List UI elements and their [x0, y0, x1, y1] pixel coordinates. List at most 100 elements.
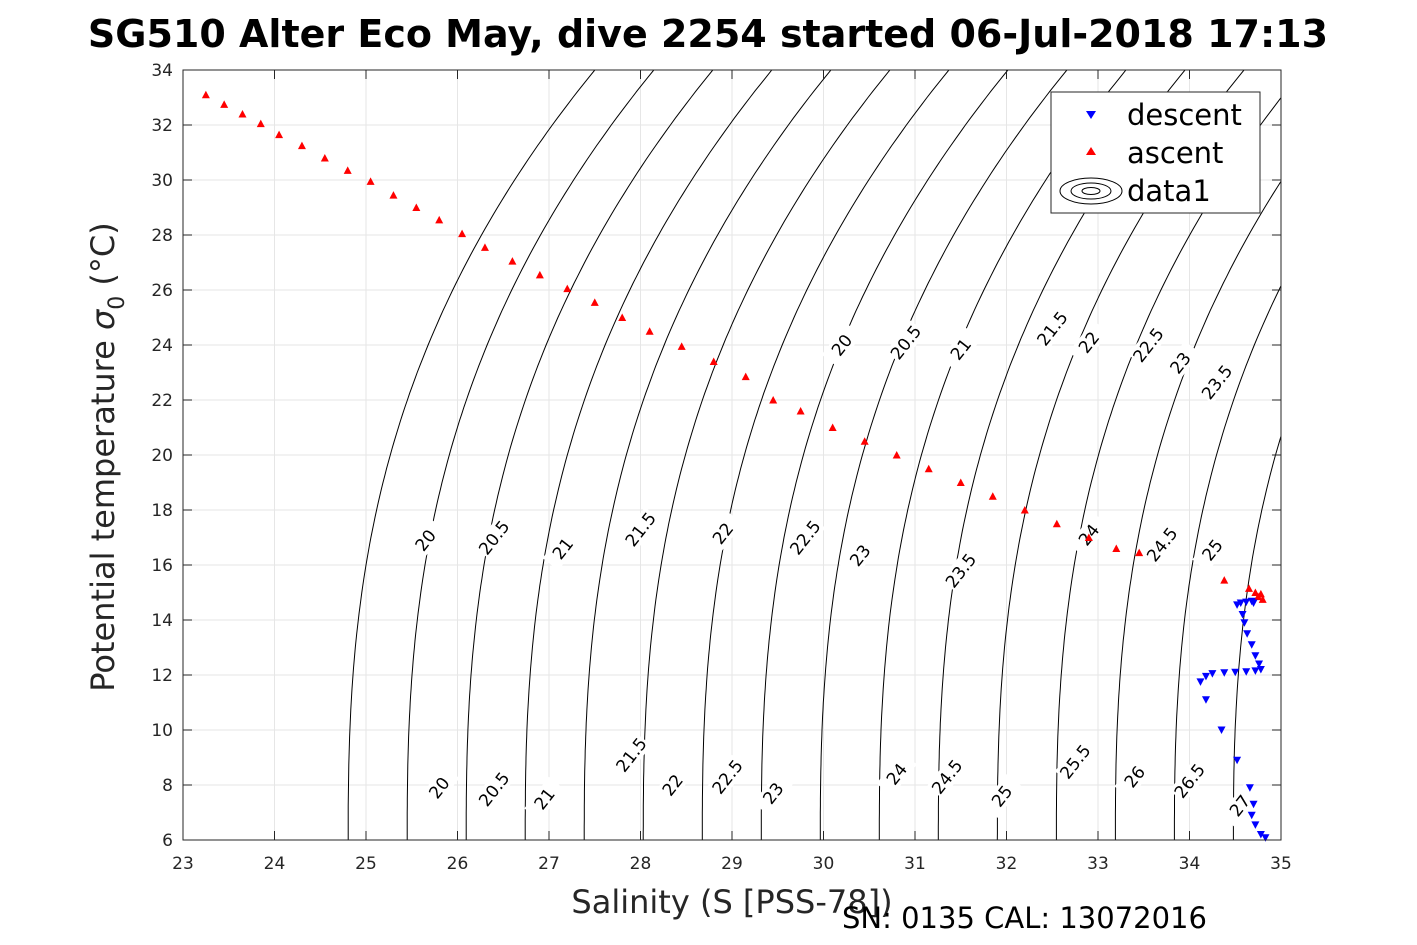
y-tick-label: 34 — [151, 61, 173, 81]
descent-point — [1242, 598, 1251, 607]
footer-serial-calibration: SN: 0135 CAL: 13072016 — [842, 901, 1207, 935]
y-tick-label: 18 — [151, 501, 173, 521]
y-axis-label-sigma: σ — [84, 308, 122, 330]
y-tick-label: 26 — [151, 281, 173, 301]
contour-label-bg — [1192, 527, 1233, 572]
isopycnal-line — [760, 70, 1009, 840]
ascent-point — [297, 141, 306, 150]
ascent-point — [275, 130, 284, 139]
isopycnal-line — [524, 70, 773, 840]
descent-point — [1251, 821, 1260, 829]
legend-ascent-label: ascent — [1127, 136, 1223, 170]
ascent-point — [238, 110, 247, 118]
descent-point — [1249, 599, 1258, 607]
ascent-point — [1135, 548, 1144, 557]
descent-point — [1245, 784, 1254, 792]
y-tick-label: 20 — [151, 446, 173, 466]
x-tick-label: 31 — [904, 854, 926, 874]
contour-label-bg — [419, 765, 460, 810]
legend-descent-marker — [1086, 111, 1096, 119]
ascent-point — [320, 154, 329, 162]
ascent-point — [590, 298, 599, 306]
ascent-point — [709, 357, 718, 365]
contour-label-bg — [821, 323, 862, 367]
descent-point — [1249, 800, 1258, 809]
contour-label-bg — [885, 320, 927, 365]
contour-label-bg — [1196, 360, 1238, 405]
descent-point — [1243, 630, 1252, 638]
ascent-point — [769, 396, 778, 404]
y-tick-label: 14 — [151, 611, 173, 631]
ascent-point — [741, 372, 750, 381]
x-tick-label: 25 — [355, 854, 377, 874]
ascent-point — [1084, 533, 1093, 541]
legend-data1-label: data1 — [1127, 174, 1211, 208]
y-tick-label: 6 — [162, 831, 173, 851]
contour-label-bg — [1068, 320, 1110, 365]
descent-point — [1255, 660, 1264, 668]
contour-label-bg — [940, 327, 981, 372]
contour-label-bg — [542, 526, 583, 571]
density-contours — [347, 70, 1281, 840]
ascent-series — [201, 90, 1267, 603]
y-axis-label-main: Potential temperature — [84, 330, 122, 692]
descent-point — [1251, 667, 1260, 675]
ascent-point — [860, 437, 869, 445]
contour-label-bg — [1219, 783, 1261, 828]
contour-label-bg — [926, 754, 968, 799]
descent-point — [1251, 652, 1260, 660]
contour-label-bg — [524, 776, 565, 821]
isopycnal-line — [1173, 284, 1281, 840]
x-tick-label: 26 — [447, 854, 469, 874]
descent-point — [1240, 619, 1249, 627]
ascent-point — [645, 327, 654, 335]
y-tick-label: 22 — [151, 391, 173, 411]
contour-label-bg — [1128, 323, 1169, 367]
contour-label-bg — [752, 771, 794, 816]
isopycnal-line — [1114, 180, 1281, 840]
ascent-point — [1258, 595, 1267, 603]
axis-ticks: 23 24 25 26 27 28 29 30 31 32 33 34 35 6 8 10 12 14 16 18 20… — [151, 61, 1291, 874]
contour-label-bg — [1032, 306, 1073, 351]
contour-label-bg — [707, 754, 748, 799]
descent-point — [1220, 669, 1229, 677]
ascent-point — [1112, 544, 1121, 552]
contour-label-bg — [1054, 739, 1096, 784]
ascent-point — [1052, 519, 1061, 528]
ascent-point — [677, 342, 686, 350]
isopycnal-line — [465, 70, 714, 840]
y-tick-label: 32 — [151, 116, 173, 136]
descent-point — [1247, 811, 1256, 820]
ascent-point — [1020, 506, 1029, 514]
legend-box — [1050, 91, 1261, 214]
isopycnal-line — [583, 70, 832, 840]
contour-label-bg — [839, 533, 881, 578]
ascent-point — [892, 451, 901, 459]
y-tick-label: 8 — [162, 776, 173, 796]
ascent-point — [1256, 589, 1265, 598]
isopycnal-line — [347, 70, 596, 840]
ascent-point — [618, 313, 627, 321]
x-tick-label: 30 — [813, 854, 835, 874]
x-tick-label: 29 — [721, 854, 743, 874]
contour-label-bg — [1169, 758, 1210, 803]
ascent-point — [1244, 584, 1253, 592]
x-tick-label: 34 — [1179, 854, 1201, 874]
isopycnal-line — [819, 70, 1068, 840]
ascent-point — [956, 478, 965, 486]
ascent-point — [220, 100, 229, 108]
contour-label-bg — [1141, 522, 1183, 567]
x-axis-label: Salinity (S [PSS-78]) — [571, 883, 892, 921]
ascent-point — [480, 243, 489, 251]
x-tick-label: 32 — [996, 854, 1018, 874]
descent-point — [1233, 756, 1242, 765]
ascent-point — [435, 215, 444, 224]
legend-contour-icon — [1059, 177, 1123, 205]
legend-ascent-marker — [1086, 147, 1096, 155]
contour-label-bg — [785, 515, 826, 560]
contour-label-bg — [611, 732, 652, 777]
descent-point — [1201, 696, 1210, 704]
descent-point — [1242, 668, 1251, 676]
descent-point — [1208, 670, 1217, 678]
isopycnal-line — [701, 70, 950, 840]
